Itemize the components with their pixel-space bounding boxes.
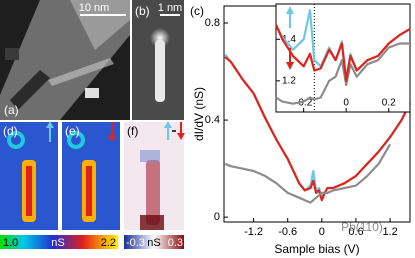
x-axis-label: Sample bias (V) bbox=[274, 242, 359, 256]
colorbar bbox=[124, 235, 184, 249]
panel-f: (f) bbox=[124, 121, 185, 230]
colorbar-label: 2.2 bbox=[101, 237, 116, 249]
x-tick-label: 0 bbox=[319, 226, 325, 238]
panel-label: (c) bbox=[190, 4, 204, 18]
y-tick-label: 1.4 bbox=[282, 34, 296, 45]
annotation: Pb(110) bbox=[341, 220, 383, 234]
scale-label: 10 nm bbox=[79, 2, 110, 14]
y-tick-label: 1.2 bbox=[282, 75, 296, 86]
x-tick-label: -1.2 bbox=[244, 226, 263, 238]
colorbar bbox=[0, 235, 118, 249]
colorbar-label: -0.3 bbox=[126, 237, 145, 249]
colorbar-label: nS bbox=[147, 237, 160, 249]
panel-label: (d) bbox=[3, 124, 18, 138]
x-tick-label: 0.2 bbox=[382, 98, 396, 109]
series-line bbox=[224, 143, 392, 204]
x-tick-label: -0.6 bbox=[278, 226, 297, 238]
arrow-head bbox=[286, 6, 294, 14]
panel-label: (e) bbox=[65, 124, 80, 138]
x-tick-label: 0.6 bbox=[348, 226, 363, 238]
x-tick-label: 0 bbox=[343, 98, 349, 109]
y-axis-label: dI/dV (nS) bbox=[192, 87, 206, 141]
colorbar-label: nS bbox=[51, 237, 64, 249]
y-tick-label: 0.8 bbox=[205, 17, 220, 29]
panel-a: (a) 10 nm bbox=[0, 0, 130, 120]
x-tick-label: 1.2 bbox=[382, 226, 397, 238]
scale-label: 1 nm bbox=[158, 2, 182, 14]
y-tick-label: 0.4 bbox=[205, 114, 220, 126]
chart: -0.2 0 0.2 1.2 1.4 bbox=[274, 3, 411, 113]
colorbar-label: 1.0 bbox=[3, 237, 18, 249]
y-tick-label: 0 bbox=[214, 211, 220, 223]
x-tick-label: -0.2 bbox=[295, 98, 313, 109]
colorbar-label: 0.3 bbox=[168, 237, 183, 249]
series-line bbox=[224, 56, 411, 202]
arrow-head bbox=[286, 62, 294, 70]
panel-label: (f) bbox=[127, 124, 138, 138]
panel-label: (a) bbox=[4, 103, 19, 117]
series-line bbox=[274, 24, 411, 82]
panel-e: (e) bbox=[62, 122, 120, 230]
series-line bbox=[275, 42, 410, 105]
panel-b: (b) 1 nm bbox=[132, 0, 184, 120]
panel-label: (b) bbox=[135, 4, 150, 18]
panel-d: (d) bbox=[0, 121, 58, 230]
